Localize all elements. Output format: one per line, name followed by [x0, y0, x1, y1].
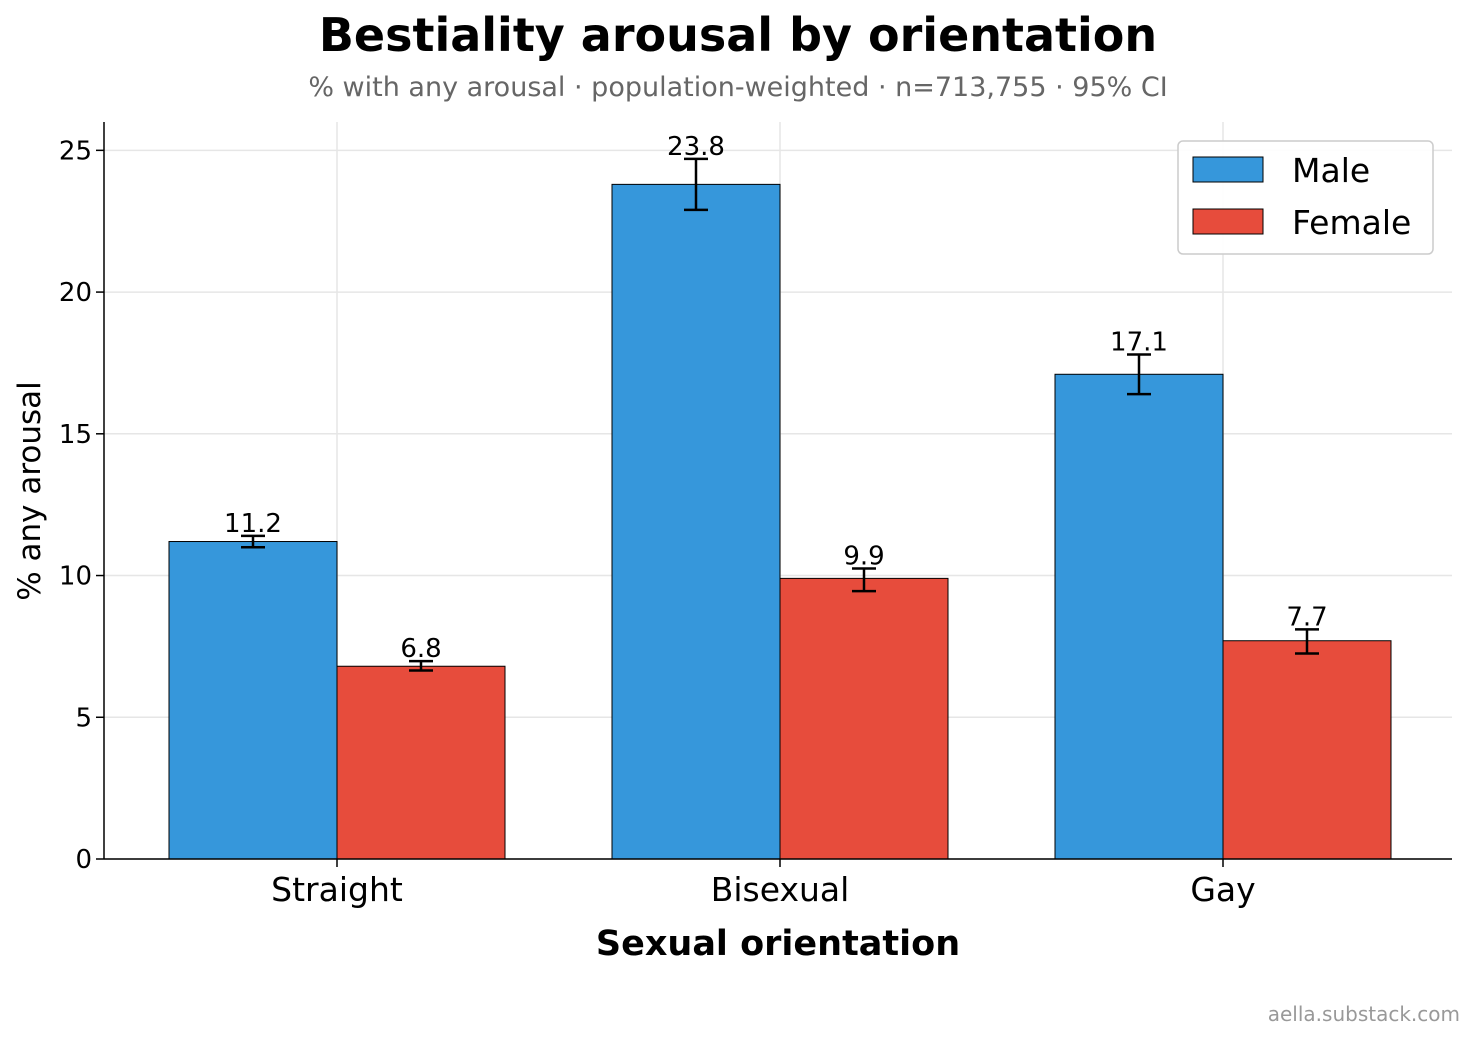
source-credit: aella.substack.com: [1267, 1002, 1460, 1026]
y-tick-label: 0: [75, 845, 92, 875]
bar-female-straight: [336, 665, 506, 860]
bar-male-gay: [1054, 373, 1224, 860]
error-bar-male-gay: [1127, 353, 1151, 396]
y-axis-label: % any arousal: [12, 381, 48, 601]
x-tick-label-bisexual: Bisexual: [711, 870, 850, 909]
value-label: 17.1: [1110, 327, 1168, 357]
x-tick-label-gay: Gay: [1190, 870, 1255, 909]
error-bar-female-bisexual: [852, 567, 876, 593]
legend-label-female: Female: [1292, 203, 1411, 242]
bar-female-bisexual: [779, 577, 949, 860]
value-label: 23.8: [667, 132, 725, 162]
bar-male-straight: [168, 541, 338, 860]
value-label: 7.7: [1286, 602, 1327, 632]
error-bar-male-bisexual: [684, 157, 708, 212]
value-label: 6.8: [400, 634, 441, 664]
y-tick-label: 10: [59, 562, 92, 592]
x-ticks: Straight Bisexual Gay: [271, 859, 1256, 909]
y-tick-label: 20: [59, 278, 92, 308]
y-tick-label: 5: [75, 703, 92, 733]
value-labels: 11.2 23.8 17.1 6.8 9.9 7.7: [224, 132, 1328, 664]
bar-female-gay: [1222, 640, 1392, 860]
value-label: 11.2: [224, 509, 282, 539]
error-bar-male-straight: [241, 534, 265, 549]
error-bar-female-gay: [1295, 628, 1319, 655]
y-tick-label: 15: [59, 420, 92, 450]
value-label: 9.9: [843, 541, 884, 571]
error-bars: [241, 157, 1319, 672]
axes: [103, 122, 1452, 860]
chart-title: Bestiality arousal by orientation: [318, 8, 1158, 62]
y-ticks: 0 5 10 15 20 25: [59, 136, 104, 875]
x-tick-label-straight: Straight: [271, 870, 403, 909]
y-tick-label: 25: [59, 136, 92, 166]
legend-swatch-female: [1192, 208, 1264, 235]
error-bar-female-straight: [409, 659, 433, 672]
legend: Male Female: [1177, 140, 1434, 255]
legend-swatch-male: [1192, 156, 1264, 183]
chart-subtitle: % with any arousal · population-weighted…: [308, 72, 1168, 103]
x-axis-label: Sexual orientation: [595, 924, 961, 964]
legend-label-male: Male: [1292, 151, 1370, 190]
bar-male-bisexual: [611, 183, 781, 860]
bars: [168, 183, 1392, 860]
